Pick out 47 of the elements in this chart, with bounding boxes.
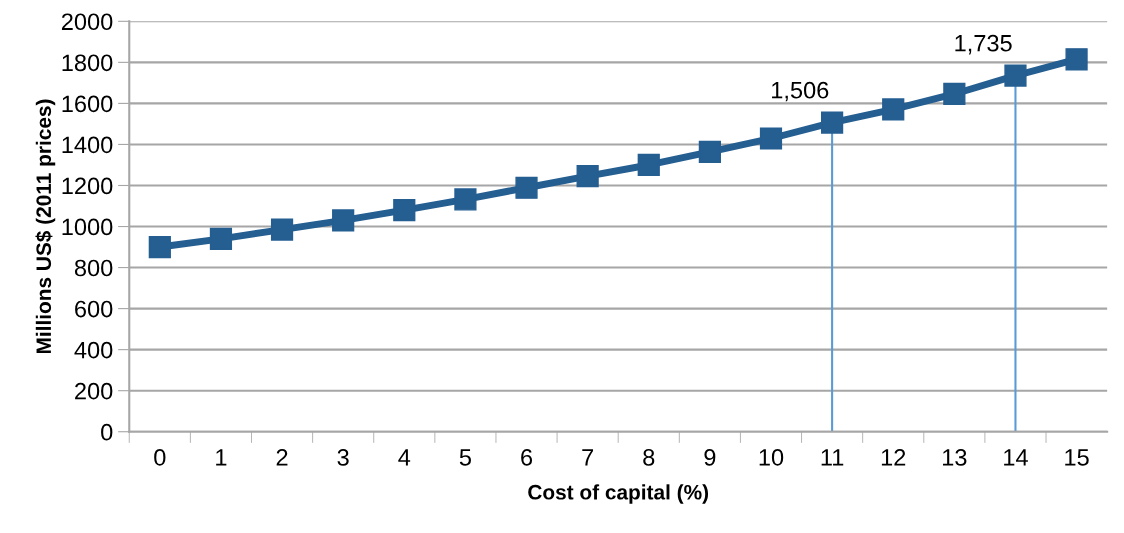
y-tick-label: 600	[75, 300, 113, 318]
point	[454, 188, 477, 211]
x-tick-label: 13	[943, 449, 967, 466]
point	[393, 198, 416, 222]
y-tick-label: 2000	[61, 13, 113, 31]
x-tick-label: 5	[459, 449, 471, 466]
x-tick-label: 2	[276, 449, 288, 466]
y-tick-label: 0	[101, 423, 113, 441]
annotation: 1,506	[772, 81, 829, 102]
point	[1004, 64, 1027, 87]
annotation: 1,735	[955, 34, 1012, 55]
x-tick-label: 11	[821, 449, 844, 466]
y-tick-label: 1200	[62, 177, 113, 195]
point	[882, 98, 905, 121]
y-axis-title: Millions US$ (2011 prices)	[35, 99, 56, 354]
x-tick-label: 9	[704, 449, 716, 466]
y-tick-label: 1600	[62, 95, 113, 113]
x-tick-label: 12	[881, 449, 906, 466]
point	[759, 127, 783, 150]
point	[515, 176, 538, 199]
x-tick-label: 4	[398, 449, 411, 466]
x-tick-label: 7	[582, 449, 594, 466]
x-axis-title: Cost of capital (%)	[528, 484, 709, 504]
point	[1065, 48, 1088, 71]
y-tick-label: 1400	[62, 136, 113, 154]
point	[148, 235, 171, 259]
point	[637, 153, 660, 177]
x-tick-label: 15	[1065, 449, 1089, 466]
point	[332, 209, 355, 232]
y-tick-label: 200	[75, 382, 113, 400]
x-tick-label: 6	[521, 449, 533, 466]
x-tick-label: 0	[154, 449, 166, 466]
point	[943, 82, 966, 106]
point	[209, 227, 233, 250]
x-tick-label: 3	[337, 449, 349, 466]
y-tick-label: 1800	[62, 54, 113, 72]
x-tick-label: 10	[759, 449, 784, 466]
y-tick-label: 800	[74, 259, 113, 277]
x-tick-label: 8	[643, 449, 655, 466]
point	[820, 111, 844, 134]
point	[576, 164, 599, 188]
x-tick-label: 1	[216, 449, 227, 466]
y-tick-label: 1000	[62, 218, 113, 236]
y-tick-label: 400	[74, 341, 113, 359]
x-tick-label: 14	[1004, 449, 1028, 466]
point	[698, 140, 721, 163]
point	[270, 218, 294, 241]
